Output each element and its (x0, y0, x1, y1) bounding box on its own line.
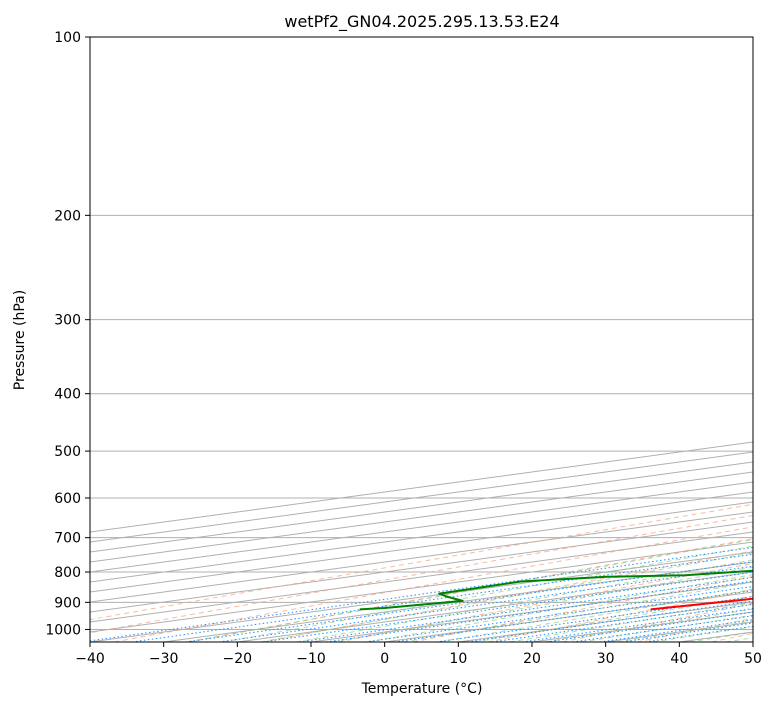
y-tick-label: 1000 (45, 622, 81, 638)
mixing-ratio-line (185, 561, 753, 642)
isotherm-line (90, 501, 753, 593)
isotherm-line (90, 511, 753, 603)
isotherm-line (90, 521, 753, 613)
dry-adiabat-lines (90, 503, 753, 642)
plot-area: 0.10.20.40.611.52346810131620253036-100-… (90, 37, 753, 642)
y-axis-ticks: 100 200 300 400 500 600 700 800 900 1000 (45, 30, 90, 638)
x-axis-label: Temperature (°C) (361, 681, 483, 697)
y-tick-label: 600 (54, 491, 81, 507)
dry-adiabat (412, 575, 753, 642)
y-tick-label: 900 (54, 595, 81, 611)
dry-adiabat (114, 526, 753, 642)
x-tick-label: −30 (149, 651, 179, 667)
isotherm-line (90, 481, 753, 573)
x-tick-label: 50 (744, 651, 762, 667)
chart-title: wetPf2_GN04.2025.295.13.53.E24 (284, 12, 559, 32)
y-tick-label: 300 (54, 313, 81, 329)
isotherm-line (90, 491, 753, 583)
x-tick-label: −40 (75, 651, 105, 667)
x-tick-label: 20 (523, 651, 541, 667)
moist-adiabat (367, 574, 753, 642)
isotherm-line (90, 451, 753, 543)
mixing-ratio-line (492, 603, 753, 642)
mixing-ratio-line (467, 600, 753, 642)
x-tick-label: 0 (380, 651, 389, 667)
x-tick-label: 40 (670, 651, 688, 667)
dry-adiabat (263, 550, 753, 642)
mixing-ratio-lines (90, 546, 753, 642)
y-tick-label: 100 (54, 30, 81, 46)
x-tick-label: −20 (223, 651, 253, 667)
dry-adiabat (487, 589, 753, 642)
x-tick-label: 30 (597, 651, 615, 667)
isotherm-line (90, 461, 753, 553)
isotherm-gridlines (90, 441, 753, 642)
dewpoint-profile-line (359, 569, 753, 611)
y-tick-label: 700 (54, 531, 81, 547)
moist-adiabat (403, 581, 753, 642)
y-axis-label: Pressure (hPa) (12, 290, 28, 390)
y-tick-label: 500 (54, 444, 81, 460)
y-tick-label: 400 (54, 387, 81, 403)
mixing-ratio-line (90, 546, 753, 642)
x-tick-label: −10 (296, 651, 326, 667)
y-tick-label: 200 (54, 208, 81, 224)
mixing-ratio-line (131, 553, 753, 642)
mixing-ratio-line (522, 608, 753, 642)
data-series (359, 569, 753, 611)
isobar-gridlines (90, 37, 753, 630)
x-axis-ticks: −40 −30 −20 −10 0 10 20 30 40 50 (75, 642, 762, 667)
moist-adiabat (332, 566, 753, 642)
plot-frame (89, 36, 754, 643)
moist-adiabat (296, 559, 753, 642)
isotherm-line (90, 471, 753, 563)
dry-adiabat (90, 514, 753, 634)
mixing-ratio-line (436, 596, 753, 642)
y-tick-label: 800 (54, 565, 81, 581)
isotherm-line (90, 531, 753, 623)
moist-adiabat (223, 545, 753, 642)
x-tick-label: 10 (449, 651, 467, 667)
